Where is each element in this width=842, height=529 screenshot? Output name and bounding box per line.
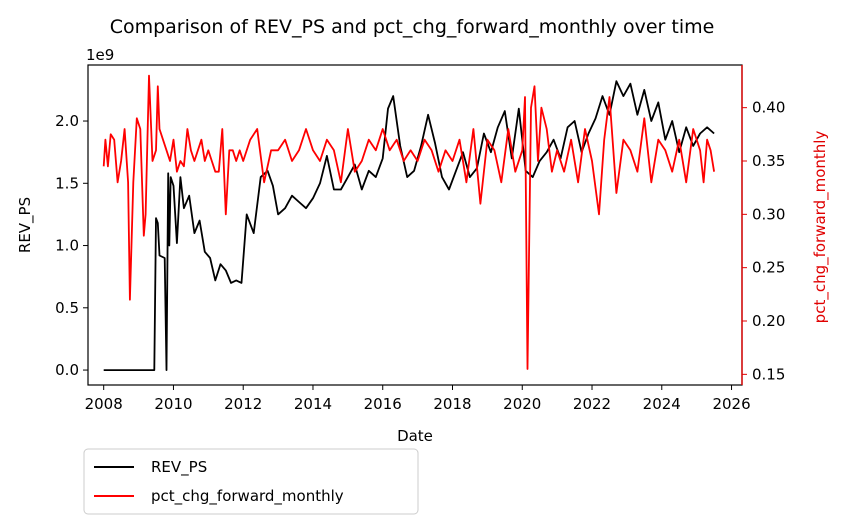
y-axis-right: 0.15 0.20 0.25 0.30 0.35 0.40: [742, 99, 785, 383]
x-tick-label: 2026: [712, 395, 750, 413]
y-tick-label: 0.5: [55, 299, 79, 317]
x-axis: 2008 2010 2012 2014 2016 2018 2020 2022 2024 2026: [85, 385, 751, 413]
x-tick-label: 2010: [154, 395, 192, 413]
x-axis-label: Date: [397, 427, 433, 445]
y-tick-label: 0.0: [55, 361, 79, 379]
x-tick-label: 2016: [364, 395, 402, 413]
x-tick-label: 2012: [224, 395, 262, 413]
series-layer: [102, 74, 715, 372]
y2-tick-label: 0.20: [752, 312, 785, 330]
y2-axis-label: pct_chg_forward_monthly: [811, 131, 830, 324]
y-axis-multiplier: 1e9: [86, 46, 114, 64]
y-axis-label: REV_PS: [16, 197, 35, 253]
y2-tick-label: 0.30: [752, 205, 785, 223]
x-tick-label: 2020: [503, 395, 541, 413]
y2-tick-label: 0.25: [752, 259, 785, 277]
y-tick-label: 1.0: [55, 237, 79, 255]
legend-label-rev-ps: REV_PS: [151, 458, 207, 477]
y-tick-label: 2.0: [55, 112, 79, 130]
y2-tick-label: 0.35: [752, 152, 785, 170]
y-axis-left: 0.0 0.5 1.0 1.5 2.0: [55, 112, 88, 379]
chart-title: Comparison of REV_PS and pct_chg_forward…: [110, 16, 715, 38]
plot-frame: [87, 64, 743, 386]
series-line-pct-chg-forward-monthly: [102, 74, 715, 370]
x-tick-label: 2014: [294, 395, 332, 413]
legend-label-pct-chg: pct_chg_forward_monthly: [151, 487, 344, 506]
x-tick-label: 2008: [85, 395, 123, 413]
y-tick-label: 1.5: [55, 174, 79, 192]
y2-tick-label: 0.15: [752, 365, 785, 383]
y2-tick-label: 0.40: [752, 99, 785, 117]
series-line-rev-ps: [103, 80, 715, 372]
x-tick-label: 2022: [573, 395, 611, 413]
legend: REV_PS pct_chg_forward_monthly: [83, 448, 419, 515]
x-tick-label: 2018: [433, 395, 471, 413]
legend-box: [83, 448, 419, 515]
x-tick-label: 2024: [643, 395, 681, 413]
